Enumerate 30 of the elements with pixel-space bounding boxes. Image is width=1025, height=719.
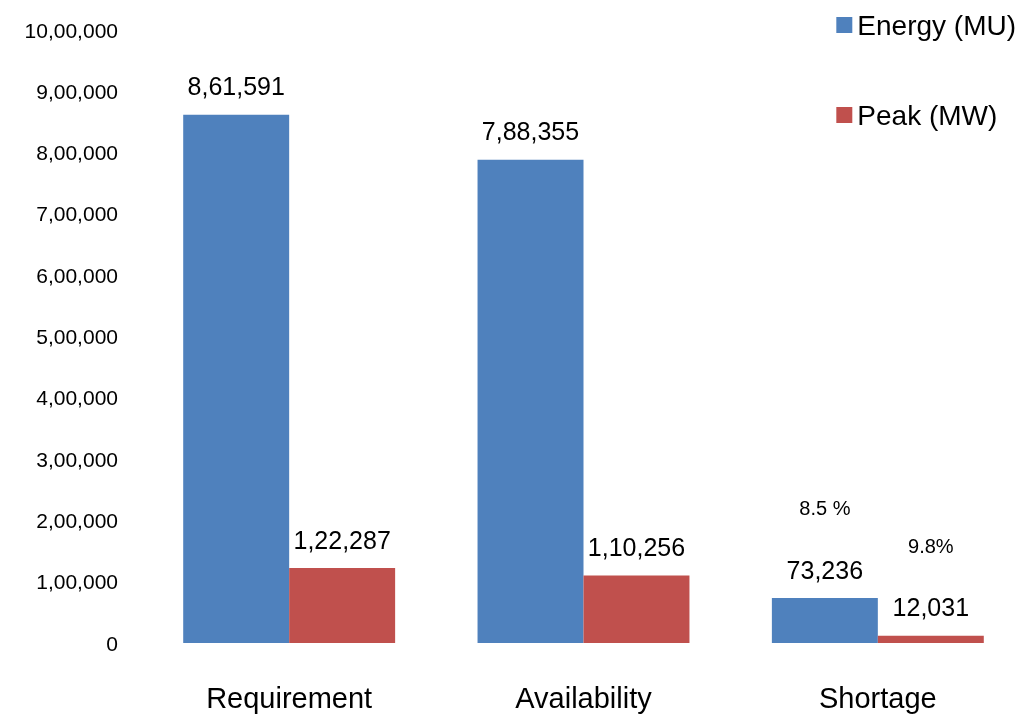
- annotation: 9.8%: [908, 534, 954, 557]
- y-tick-label: 4,00,000: [36, 386, 118, 410]
- y-tick-label: 0: [106, 631, 118, 655]
- data-label: 1,22,287: [293, 525, 391, 554]
- bar: [583, 575, 690, 643]
- y-tick-label: 2,00,000: [36, 508, 118, 532]
- bar: [877, 635, 984, 643]
- y-tick-label: 7,00,000: [36, 202, 118, 226]
- bar: [289, 568, 396, 643]
- x-tick-label: Requirement: [206, 681, 373, 714]
- data-label: 12,031: [892, 593, 970, 622]
- y-tick-label: 6,00,000: [36, 263, 118, 287]
- bar: [183, 114, 290, 643]
- legend-label: Energy (MU): [857, 9, 1017, 41]
- bar: [771, 598, 878, 643]
- y-tick-label: 3,00,000: [36, 447, 118, 471]
- data-label: 1,10,256: [587, 532, 686, 561]
- y-tick-label: 5,00,000: [36, 325, 118, 348]
- bar: [477, 159, 584, 643]
- data-label: 7,88,355: [481, 117, 580, 146]
- x-tick-label: Shortage: [818, 681, 937, 714]
- y-tick-label: 9,00,000: [36, 79, 118, 103]
- y-tick-label: 1,00,000: [36, 570, 118, 594]
- y-tick-label: 8,00,000: [36, 141, 118, 165]
- annotation: 8.5 %: [799, 497, 851, 520]
- x-tick-label: Availability: [515, 681, 653, 714]
- y-tick-label: 10,00,000: [24, 18, 118, 42]
- legend-label: Peak (MW): [857, 99, 998, 131]
- data-label: 73,236: [786, 555, 864, 584]
- data-label: 8,61,591: [187, 72, 285, 101]
